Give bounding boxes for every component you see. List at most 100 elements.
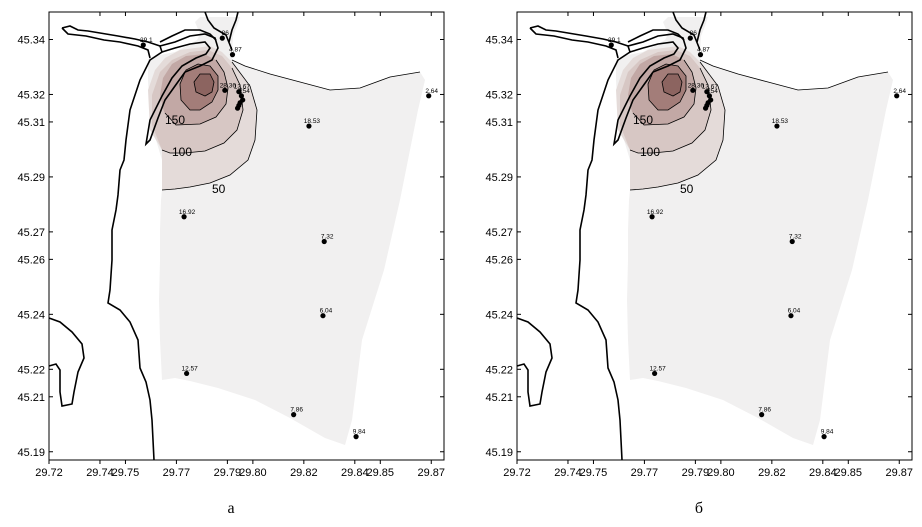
sample-point bbox=[426, 93, 432, 99]
x-tick-label: 29.77 bbox=[163, 467, 191, 479]
sample-point bbox=[238, 93, 245, 99]
sample-point-label: 9.84 bbox=[353, 429, 366, 436]
sample-point bbox=[774, 123, 780, 129]
x-tick-label: 29.85 bbox=[835, 467, 863, 479]
coastline-top bbox=[529, 27, 619, 59]
sample-point bbox=[184, 370, 190, 377]
x-tick-label: 29.85 bbox=[367, 467, 395, 479]
sample-point-label: 16.92 bbox=[179, 209, 196, 216]
x-tick-label: 29.75 bbox=[112, 467, 140, 479]
contour-label-50: 50 bbox=[212, 182, 226, 196]
y-tick-label: 45.26 bbox=[17, 254, 45, 266]
sample-point-label: 12.57 bbox=[181, 365, 198, 372]
plot-frame bbox=[516, 11, 913, 461]
y-tick-label: 45.34 bbox=[485, 34, 513, 46]
y-tick-label: 45.21 bbox=[17, 392, 45, 404]
sample-point bbox=[306, 123, 312, 129]
sample-point bbox=[353, 434, 359, 440]
sample-point-label: 9.84 bbox=[821, 429, 834, 436]
sample-point-label: 8 bbox=[708, 97, 712, 104]
sample-point bbox=[320, 313, 326, 319]
sample-point-label: 29.1 bbox=[608, 37, 621, 44]
sample-point bbox=[649, 214, 655, 220]
sample-point-label: 6.04 bbox=[320, 308, 333, 315]
y-tick-label: 45.27 bbox=[485, 227, 513, 239]
sample-point-label: 2.64 bbox=[893, 88, 906, 95]
sample-point-label: 7.86 bbox=[290, 407, 303, 414]
panel-caption: а bbox=[227, 500, 234, 517]
y-tick-label: 45.24 bbox=[17, 309, 45, 321]
sample-point bbox=[697, 52, 704, 58]
chart-panel-a: 150 100 50 29.72 29.74 29.75 29.77 29.79 29.8… bbox=[0, 0, 454, 527]
sample-point-label: 13.67 bbox=[234, 84, 251, 91]
sample-point-label: 13.67 bbox=[702, 84, 719, 91]
sample-point bbox=[291, 412, 297, 418]
y-tick-label: 45.34 bbox=[17, 34, 45, 46]
sample-point-label: 29.1 bbox=[140, 37, 153, 44]
sample-point bbox=[321, 238, 327, 245]
sample-point-label: 4.87 bbox=[697, 47, 710, 54]
outer-area-line bbox=[699, 59, 889, 91]
contour-label-100: 100 bbox=[172, 145, 192, 159]
coastline-east bbox=[696, 11, 707, 43]
x-tick-label: 29.79 bbox=[214, 467, 242, 479]
sample-point bbox=[222, 87, 228, 93]
contour-label-150: 150 bbox=[633, 113, 653, 127]
sample-point-label: 18.53 bbox=[304, 118, 321, 125]
y-tick-label: 45.29 bbox=[485, 172, 513, 184]
sample-point-label: 86 bbox=[222, 30, 230, 37]
x-tick-label: 29.72 bbox=[503, 467, 531, 479]
coastline-east bbox=[228, 11, 239, 43]
coastline-inner bbox=[159, 29, 217, 43]
x-tick-label: 29.72 bbox=[35, 467, 63, 479]
contour-label-50: 50 bbox=[680, 182, 694, 196]
sample-point bbox=[219, 35, 225, 41]
x-tick-label: 29.84 bbox=[341, 467, 369, 479]
y-tick-label: 45.31 bbox=[17, 117, 45, 129]
x-tick-label: 29.82 bbox=[290, 467, 318, 479]
coastline-north bbox=[672, 11, 701, 51]
sample-point bbox=[608, 42, 614, 48]
y-tick-label: 45.27 bbox=[17, 227, 45, 239]
sample-point bbox=[140, 42, 146, 48]
y-tick-label: 45.29 bbox=[17, 172, 45, 184]
x-tick-label: 29.74 bbox=[86, 467, 114, 479]
sample-point-label: 254 bbox=[239, 88, 250, 95]
coastline-main bbox=[529, 25, 631, 461]
sample-point bbox=[706, 93, 713, 99]
x-tick-label: 29.75 bbox=[580, 467, 608, 479]
x-tick-label: 29.84 bbox=[809, 467, 837, 479]
x-tick-label: 29.82 bbox=[758, 467, 786, 479]
sample-point bbox=[236, 89, 242, 95]
x-tick-label: 29.79 bbox=[682, 467, 710, 479]
contour-150-line bbox=[632, 59, 697, 126]
sample-point bbox=[229, 52, 236, 58]
contour-200-line bbox=[647, 63, 687, 111]
contour-label-150: 150 bbox=[165, 113, 185, 127]
sample-point bbox=[789, 238, 795, 245]
y-tick-label: 45.22 bbox=[485, 364, 513, 376]
y-tick-label: 45.22 bbox=[17, 364, 45, 376]
chart-panel-b: 150 100 50 29.72 29.74 29.75 29.77 29.79 29.8… bbox=[468, 0, 922, 527]
sample-point-label: 254 bbox=[707, 88, 718, 95]
sample-point bbox=[702, 105, 709, 111]
coastline-inner bbox=[627, 29, 685, 43]
y-tick-label: 45.26 bbox=[485, 254, 513, 266]
plot-frame bbox=[48, 11, 445, 461]
x-tick-label: 29.80 bbox=[707, 467, 735, 479]
sample-point bbox=[894, 93, 900, 99]
sample-point-label: 16.92 bbox=[647, 209, 664, 216]
sample-point bbox=[687, 35, 693, 41]
outer-area-line bbox=[231, 59, 421, 91]
contour-250-line bbox=[193, 73, 215, 97]
sample-point bbox=[788, 313, 794, 319]
contour-250-fill bbox=[194, 74, 214, 96]
sample-point-label: 86 bbox=[690, 30, 698, 37]
sample-point bbox=[759, 412, 765, 418]
sample-point-label: 12.57 bbox=[649, 365, 666, 372]
sample-point-label: 28.36 bbox=[688, 82, 705, 89]
